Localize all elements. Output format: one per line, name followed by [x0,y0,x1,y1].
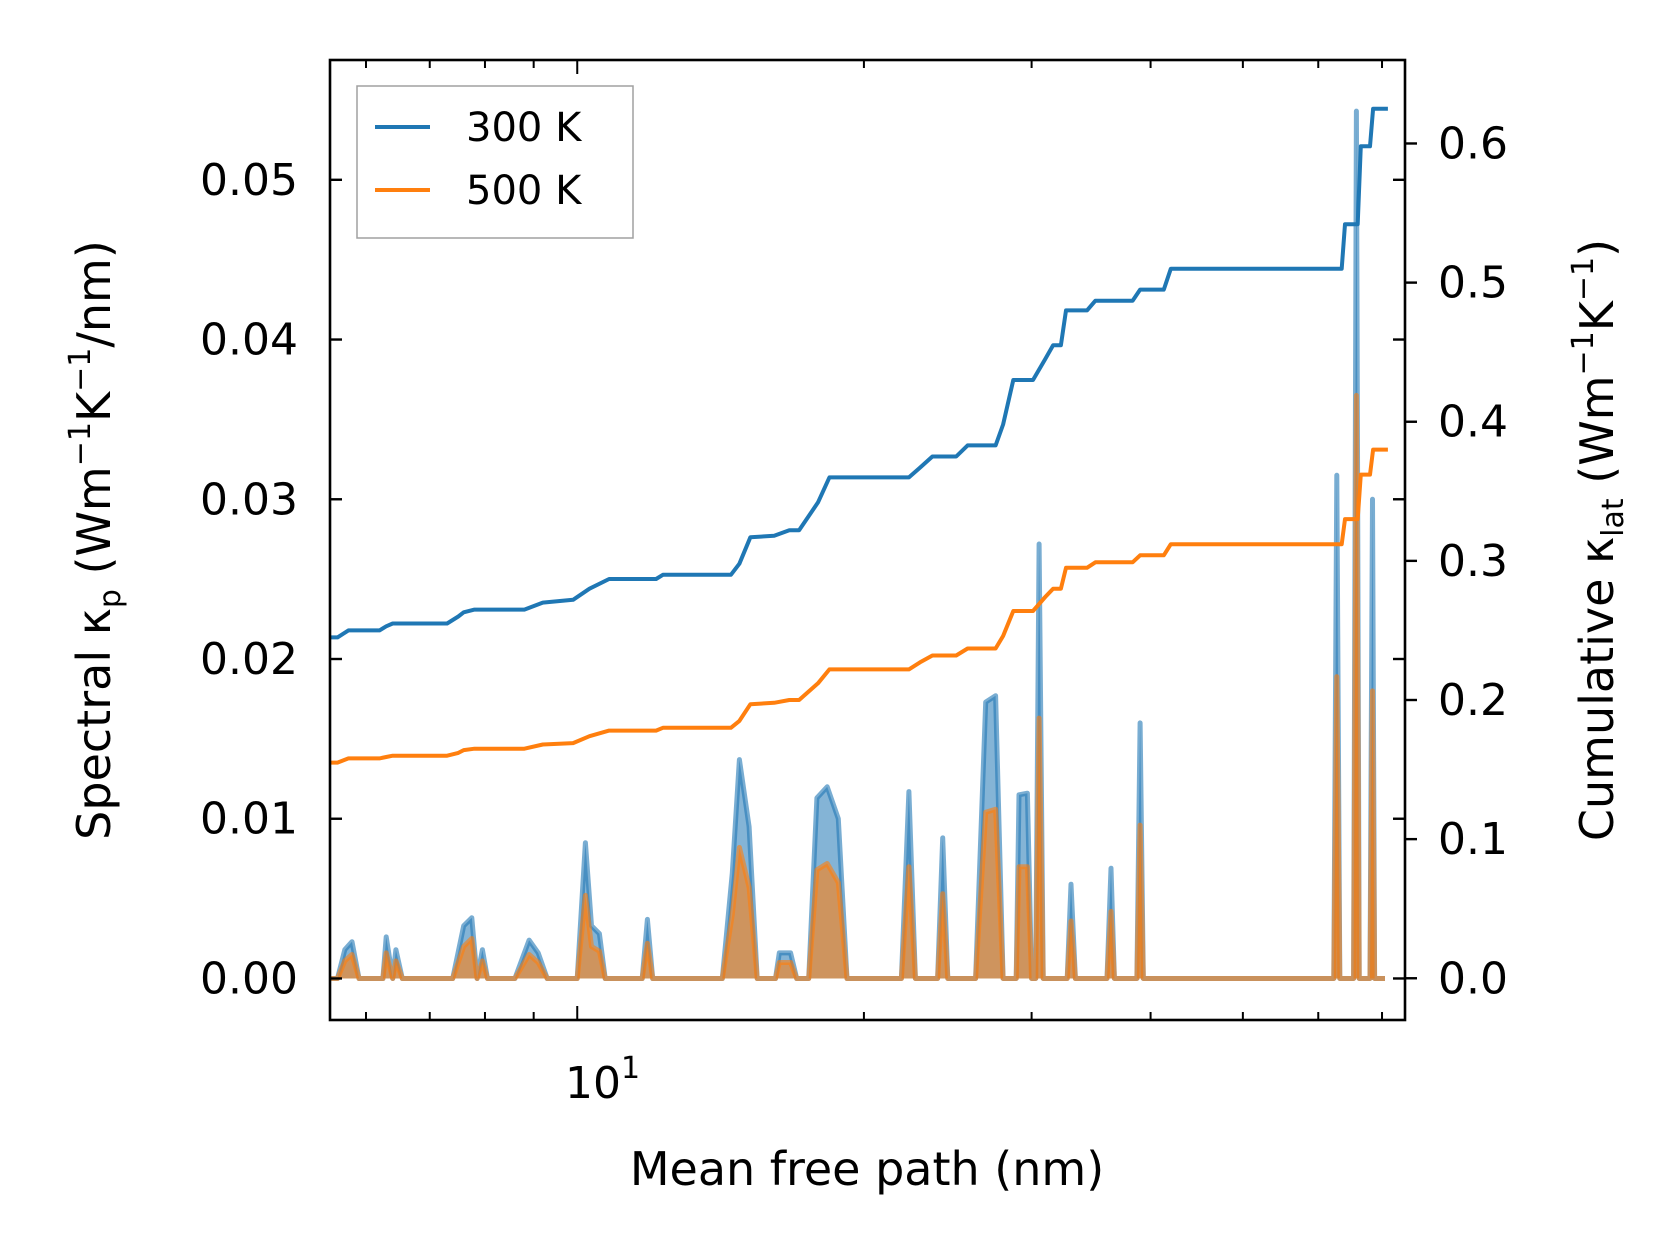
x-tick-label: 101 [565,1051,640,1109]
left-y-axis-title: Spectral κp (Wm−1K−1/nm) [63,240,128,840]
spectral-line-500k [330,392,1385,981]
left-y-tick-label: 0.05 [200,155,298,206]
legend-label-500k: 500 K [466,168,583,214]
spectral-layer [330,108,1385,981]
left-y-tick-label: 0.01 [200,794,298,845]
right-y-tick-label: 0.2 [1438,675,1508,726]
legend: 300 K 500 K [356,85,634,239]
right-y-tick-label: 0.1 [1438,814,1508,865]
left-y-tick-label: 0.00 [200,953,298,1004]
right-y-axis-title: Cumulative κlat (Wm−1K−1) [1566,239,1631,841]
ticks-layer: 0.00 0.01 0.02 0.03 0.04 0.05 0.0 0.1 0.2 0.3 0.4 0… [200,60,1508,1020]
spectral-area-500k [330,395,1385,979]
right-y-tick-label: 0.5 [1438,258,1508,309]
right-y-tick-label: 0.0 [1438,953,1508,1004]
left-y-tick-label: 0.03 [200,474,298,525]
legend-box [356,85,634,239]
right-y-tick-label: 0.4 [1438,397,1508,448]
right-y-tick-label: 0.3 [1438,536,1508,587]
cumulative-layer [330,106,1388,765]
x-axis-title: Mean free path (nm) [630,1142,1104,1196]
legend-label-300k: 300 K [466,105,583,151]
cumulative-line-500k [330,447,1388,765]
left-y-tick-label: 0.02 [200,634,298,685]
cumulative-line-300k [330,106,1388,640]
plot-frame [328,58,1407,1022]
right-y-tick-label: 0.6 [1438,118,1508,169]
left-y-tick-label: 0.04 [200,315,298,366]
